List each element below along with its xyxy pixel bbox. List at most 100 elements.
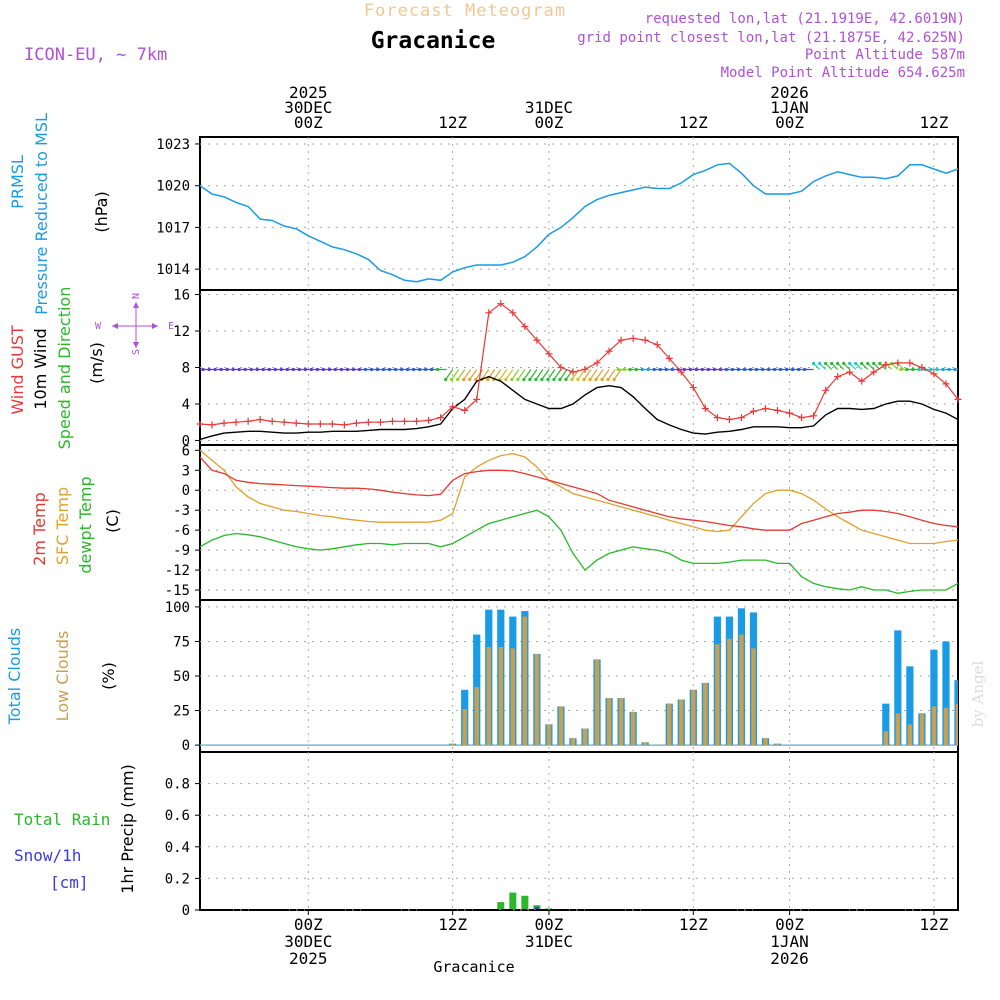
- panel-frame: [199, 444, 959, 601]
- top-time-label: 12Z: [919, 113, 948, 132]
- wind-arrow-head: [953, 367, 957, 372]
- bottom-time-label: 00Z: [294, 915, 323, 934]
- bottom-time-label: 31DEC: [525, 932, 573, 951]
- low-cloud-bar: [594, 659, 600, 746]
- wind-arrow-head: [576, 377, 580, 382]
- low-cloud-bar: [907, 724, 913, 746]
- wind-arrow-head: [436, 367, 440, 372]
- compass-w: W: [95, 321, 102, 332]
- wind-arrow-head: [606, 377, 610, 382]
- low-cloud-bar: [582, 728, 588, 746]
- y-tick-label: -12: [165, 563, 190, 579]
- y-tick-label: 12: [173, 324, 190, 340]
- wind-arrow-head: [267, 367, 271, 372]
- y-tick-label: 100: [165, 600, 190, 616]
- wind-arrow-head: [977, 368, 980, 371]
- gust-marker: [389, 417, 397, 425]
- wind-arrow-head: [917, 367, 921, 372]
- wind-arrow: [475, 369, 484, 380]
- low-cloud-bar: [751, 648, 756, 746]
- snow-label: Snow/1h: [14, 846, 81, 865]
- gust-marker: [593, 359, 601, 367]
- wind-arrow: [559, 369, 568, 380]
- wind-arrow-head: [736, 367, 741, 372]
- total-cloud-bar: [906, 666, 914, 746]
- wind-arrow: [493, 369, 502, 380]
- gust-marker: [509, 309, 517, 317]
- gust-marker: [641, 336, 649, 344]
- wind-arrow-head: [694, 367, 698, 372]
- wind-arrow-head: [309, 367, 313, 372]
- wind-arrow: [553, 369, 562, 380]
- wind-arrow-head: [430, 367, 434, 372]
- wind-arrow-head: [516, 377, 520, 382]
- low-cloud-bar: [510, 648, 516, 746]
- wind-arrow-head: [399, 367, 404, 372]
- y-tick-label: 4: [182, 397, 190, 413]
- gust-marker: [689, 384, 697, 392]
- low-cloud-bar: [943, 707, 949, 746]
- gust-marker: [208, 421, 216, 429]
- top-time-label: 30DEC: [284, 98, 332, 117]
- y-tick-label: 1017: [156, 220, 190, 236]
- sfc-temp-label: SFC Temp: [53, 487, 72, 565]
- gust-marker: [316, 420, 324, 428]
- gust-marker: [437, 414, 445, 422]
- low-cloud-bar: [775, 743, 780, 746]
- precip-unit: 1hr Precip (mm): [118, 764, 137, 894]
- wind-arrow-head: [522, 377, 526, 382]
- low-cloud-bar: [931, 706, 937, 746]
- rain-bar: [545, 908, 553, 910]
- wind-arrow-head: [766, 367, 771, 372]
- y-tick-label: 25: [173, 704, 190, 720]
- gust-marker: [617, 336, 625, 344]
- wind-arrow-head: [842, 361, 846, 366]
- bottom-time-label: 00Z: [775, 915, 804, 934]
- gust-marker: [280, 418, 288, 426]
- gust-label: Wind GUST: [8, 325, 27, 415]
- gust-marker: [461, 406, 469, 414]
- y-tick-label: -3: [173, 503, 190, 519]
- wind-arrow-head: [616, 367, 620, 372]
- gust-marker: [256, 415, 264, 423]
- t2m-line: [200, 456, 958, 531]
- wind-arrow: [601, 369, 610, 380]
- wind-arrow-head: [836, 361, 840, 366]
- wind-arrow-head: [700, 367, 704, 372]
- wind-arrow-head: [772, 367, 777, 372]
- wind-arrow-head: [315, 367, 319, 372]
- low-cloud-bar: [667, 703, 672, 746]
- compass-n: N: [131, 293, 142, 299]
- cloud-bars: [449, 608, 958, 746]
- wind-arrow-head: [935, 367, 939, 372]
- wind-arrow-head: [803, 367, 807, 372]
- wind-arrow-head: [784, 367, 789, 372]
- wind-arrow-head: [213, 367, 217, 372]
- panel-frame: [199, 751, 959, 911]
- wind-arrow-head: [387, 367, 392, 372]
- clouds-unit: (%): [99, 662, 118, 690]
- wind-arrow-head: [730, 367, 735, 372]
- gust-marker: [774, 406, 782, 414]
- y-tick-label: 0.6: [165, 808, 190, 824]
- gust-marker: [846, 368, 854, 376]
- wind-arrow: [499, 369, 508, 380]
- gust-marker: [304, 420, 312, 428]
- model-name: ICON-EU, ~ 7km: [24, 45, 167, 65]
- wind-arrow-head: [486, 377, 490, 382]
- wind-arrow-head: [552, 377, 556, 382]
- wind-arrow-head: [462, 377, 466, 382]
- wind-arrow-head: [724, 367, 729, 372]
- wind-arrow-head: [996, 368, 999, 371]
- wind-arrow-head: [929, 367, 933, 372]
- wind-arrow-head: [588, 377, 592, 382]
- rain-label: Total Rain: [14, 810, 110, 829]
- gust-marker: [798, 414, 806, 422]
- wind-arrow-head: [207, 367, 211, 372]
- wind-arrow-head: [760, 367, 765, 372]
- gust-marker: [292, 419, 300, 427]
- wind-arrow-head: [363, 367, 368, 372]
- wind-arrow-head: [706, 367, 710, 372]
- wind-arrow-head: [640, 367, 644, 372]
- wind-arrow-head: [201, 367, 205, 372]
